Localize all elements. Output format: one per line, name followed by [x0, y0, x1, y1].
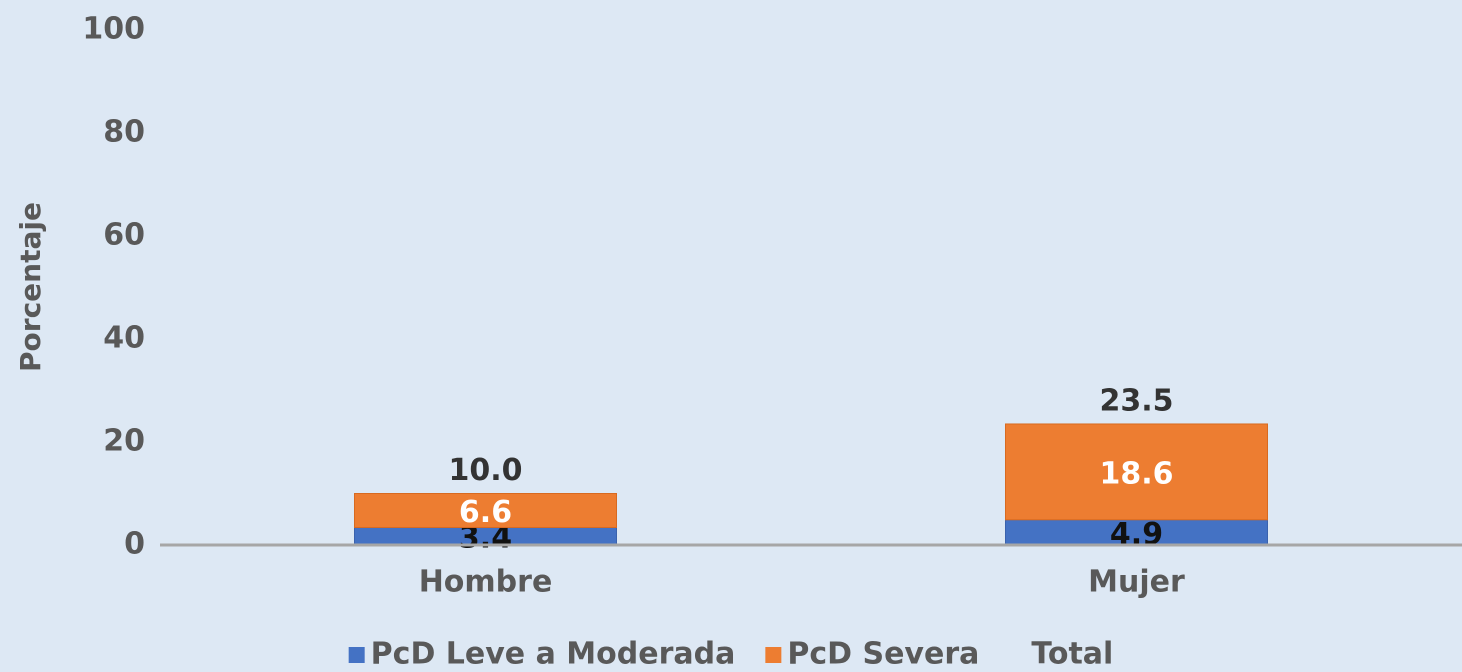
legend-label: Total: [1031, 637, 1113, 672]
y-axis-title: Porcentaje: [14, 202, 47, 372]
bar-segment: [354, 493, 617, 528]
total-label: 23.5: [1099, 383, 1173, 418]
total-label: 10.0: [448, 453, 522, 488]
y-tick-label: 60: [103, 218, 145, 253]
bar-segment: [1005, 423, 1268, 521]
y-tick-label: 20: [103, 424, 145, 459]
y-tick-label: 0: [124, 527, 145, 562]
y-tick-label: 100: [82, 12, 145, 47]
x-tick-label: Mujer: [1088, 565, 1185, 600]
y-tick-label: 80: [103, 115, 145, 150]
data-label: 6.6: [459, 495, 512, 530]
data-label: 18.6: [1099, 456, 1173, 491]
x-tick-label: Hombre: [419, 565, 553, 600]
legend-label: PcD Severa: [787, 637, 979, 672]
legend-marker: [765, 647, 782, 663]
legend-label: PcD Leve a Moderada: [371, 637, 736, 672]
y-tick-label: 40: [103, 321, 145, 356]
legend-marker: [348, 647, 365, 663]
data-label: 4.9: [1110, 517, 1163, 552]
bar-segment: [1005, 519, 1268, 546]
